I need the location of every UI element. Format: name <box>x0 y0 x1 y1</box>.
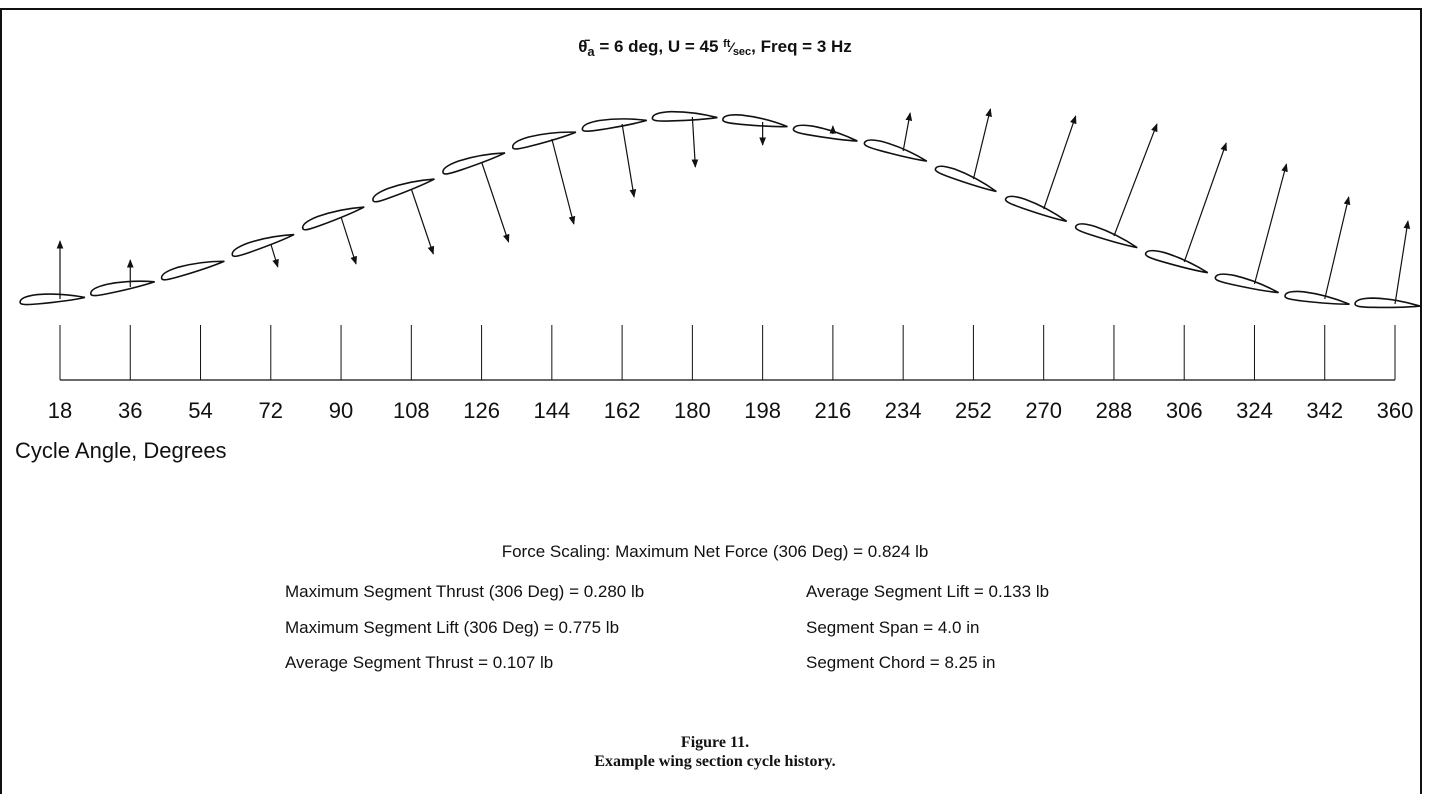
wing-section <box>792 124 858 142</box>
tick-label: 342 <box>1306 398 1343 423</box>
wing-section <box>231 233 295 258</box>
force-arrow <box>691 116 699 168</box>
title-text: = 6 deg, U = 45 <box>595 37 724 56</box>
force-arrow <box>270 243 279 268</box>
wing-section <box>90 280 155 297</box>
force-arrow <box>902 112 913 152</box>
wing-section <box>160 260 225 281</box>
stat: Maximum Segment Thrust (306 Deg) = 0.280… <box>285 582 644 601</box>
force-scaling: Force Scaling: Maximum Net Force (306 De… <box>502 542 929 561</box>
tick-label: 90 <box>329 398 353 423</box>
force-arrow <box>1043 115 1077 210</box>
caption: Figure 11. <box>681 734 749 751</box>
wing-sections <box>19 108 1421 309</box>
force-arrow <box>1253 163 1288 285</box>
force-arrow <box>340 216 357 265</box>
tick-label: 324 <box>1236 398 1273 423</box>
stat: Segment Span = 4.0 in <box>806 618 979 637</box>
wing-section <box>722 114 788 128</box>
tick-label: 270 <box>1025 398 1062 423</box>
tick-label: 108 <box>393 398 430 423</box>
force-arrow <box>410 188 435 255</box>
tick-label: 252 <box>955 398 992 423</box>
wing-section <box>1004 195 1068 223</box>
tick-label: 126 <box>463 398 500 423</box>
tick-label: 180 <box>674 398 711 423</box>
axis-label: Cycle Angle, Degrees <box>15 438 227 463</box>
tick-label: 18 <box>48 398 72 423</box>
force-arrow <box>1324 196 1351 300</box>
tick-label: 234 <box>885 398 922 423</box>
force-arrow <box>621 123 637 198</box>
tick-label: 216 <box>815 398 852 423</box>
tick-label: 360 <box>1377 398 1414 423</box>
wing-section <box>301 206 365 231</box>
title-unit: ⁄ <box>727 39 735 55</box>
force-arrow <box>481 161 510 243</box>
title-unit: ft <box>723 38 731 50</box>
force-arrow <box>1113 123 1158 237</box>
stat: Average Segment Thrust = 0.107 lb <box>285 653 553 672</box>
angle-ticks: 18 36 54 72 90 108 126 144 162 180 198 216 234 252 270… <box>48 325 1414 423</box>
wing-section <box>442 152 506 175</box>
stat: Average Segment Lift = 0.133 lb <box>806 582 1049 601</box>
stat: Maximum Segment Lift (306 Deg) = 0.775 l… <box>285 618 619 637</box>
tick-label: 306 <box>1166 398 1203 423</box>
wing-section <box>1284 290 1350 305</box>
wing-section <box>651 110 718 122</box>
title-text: , Freq = 3 Hz <box>751 37 852 56</box>
wing-section <box>934 165 997 193</box>
wing-section <box>1074 223 1138 249</box>
wing-section <box>372 178 435 203</box>
force-arrow <box>551 138 576 225</box>
tick-label: 144 <box>533 398 570 423</box>
tick-label: 54 <box>188 398 212 423</box>
title-unit: sec <box>733 46 751 58</box>
force-arrow <box>1183 142 1227 263</box>
wing-section <box>511 131 577 150</box>
title-subscript: a <box>587 44 595 59</box>
tick-label: 36 <box>118 398 142 423</box>
wing-section <box>581 118 648 133</box>
force-arrow <box>972 108 992 180</box>
tick-label: 162 <box>604 398 641 423</box>
wing-section <box>863 139 928 162</box>
force-arrow <box>1394 220 1411 305</box>
wing-section <box>1354 297 1421 309</box>
wing-section <box>1214 273 1279 294</box>
wing-section <box>19 293 86 306</box>
title: θ̄a = 6 deg, U = 45 ft⁄sec, Freq = 3 Hz <box>578 37 852 59</box>
frame <box>0 8 1422 794</box>
tick-label: 288 <box>1096 398 1133 423</box>
stat: Segment Chord = 8.25 in <box>806 653 995 672</box>
tick-label: 198 <box>744 398 781 423</box>
title-symbol: θ̄ <box>578 37 590 56</box>
tick-label: 72 <box>259 398 283 423</box>
caption: Example wing section cycle history. <box>594 753 835 770</box>
wing-section <box>1144 249 1209 274</box>
